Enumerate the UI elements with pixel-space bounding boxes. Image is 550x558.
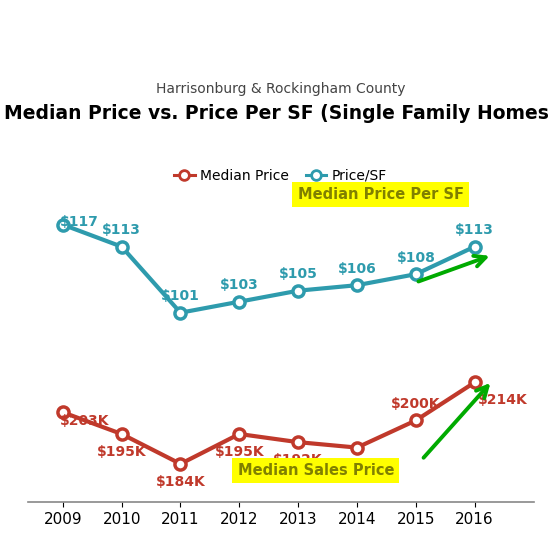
Text: $113: $113 <box>455 223 494 237</box>
Text: Median Price Per SF: Median Price Per SF <box>298 187 464 202</box>
Text: $108: $108 <box>397 251 435 264</box>
Text: $105: $105 <box>279 267 317 281</box>
Text: $117: $117 <box>60 215 99 229</box>
Text: $214K: $214K <box>477 393 527 407</box>
Text: $103: $103 <box>220 278 258 292</box>
Text: Harrisonburg & Rockingham County: Harrisonburg & Rockingham County <box>156 81 405 96</box>
Text: $113: $113 <box>102 223 141 237</box>
Text: Median Sales Price: Median Sales Price <box>238 463 394 478</box>
Text: Median Price vs. Price Per SF (Single Family Homes): Median Price vs. Price Per SF (Single Fa… <box>4 104 550 123</box>
Text: $203K: $203K <box>60 414 109 428</box>
Text: $101: $101 <box>161 289 200 304</box>
Text: $190K: $190K <box>332 458 382 472</box>
Legend: Median Price, Price/SF: Median Price, Price/SF <box>168 163 393 188</box>
Text: $200K: $200K <box>391 397 441 411</box>
Text: $184K: $184K <box>156 475 205 489</box>
Text: $195K: $195K <box>97 445 146 459</box>
Text: $106: $106 <box>338 262 376 276</box>
Text: $195K: $195K <box>214 445 264 459</box>
Text: $192K: $192K <box>273 453 323 467</box>
